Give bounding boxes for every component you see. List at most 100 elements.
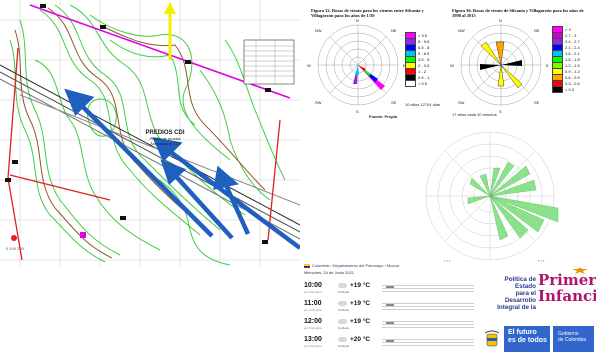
rose1-legend-label: 6.5 - 8: [418, 44, 430, 50]
map-point-marker: [80, 232, 86, 238]
gobierno-banner: Gobierno de Colombia: [552, 326, 594, 352]
rose2-legend-item: < 0.3: [552, 85, 580, 93]
rose2-caption: 17 años cada 30 minutos: [452, 112, 497, 117]
weather-desc: Nublado: [338, 344, 350, 348]
primera-text: Primera: [538, 271, 596, 289]
cloud-icon: [338, 301, 347, 306]
policy-text: Política de Estado para el Desarrollo In…: [484, 276, 536, 311]
coat-of-arms-icon: [484, 330, 500, 347]
svg-text:▪ ▪ ▪: ▪ ▪ ▪: [444, 258, 451, 263]
weather-detail-lines: [382, 319, 474, 329]
weather-row[interactable]: 10:00 por Cicloguía +19 °C Nublado: [302, 282, 478, 302]
svg-text:▪ ▪ ▪: ▪ ▪ ▪: [538, 258, 545, 263]
map-label-block: PREDIOS CDI Predio de prueba Área para e…: [130, 130, 200, 146]
rose1-legend-label: 0.5 - 1: [418, 74, 430, 80]
weather-row[interactable]: 13:00 por Cicloguía +20 °C Nublado: [302, 336, 478, 354]
rose2-compass-ne: NE: [534, 28, 540, 33]
wind-arrow-icon: [386, 340, 394, 342]
north-arrow: [164, 2, 176, 60]
rose1-compass-ne: NE: [391, 28, 397, 33]
es-de-todos-text: es de todos: [508, 337, 547, 344]
gov-bar: El futuro es de todos Gobierno de Colomb…: [478, 324, 596, 354]
rose2-compass-w: W: [450, 63, 454, 68]
rose2-legend-label: 0.9 - 1.2: [565, 68, 580, 74]
map-label-line: Área para el CDI: [150, 141, 180, 146]
wind-arrow-icon: [386, 304, 394, 306]
de-colombia-text: de Colombia: [558, 337, 587, 343]
map-grid: [0, 0, 300, 268]
gobierno-text: Gobierno: [558, 331, 579, 337]
rose2-chart: [460, 24, 542, 106]
rose1-compass-n: N: [356, 18, 359, 23]
rose2-legend-label: 2.7 - 3: [565, 32, 577, 38]
rose1-caption: 10 años 12704 días: [405, 102, 441, 107]
rose2-legend-label: 1.5 - 1.8: [565, 56, 580, 62]
rose2-legend-label: 1.8 - 2.1: [565, 50, 580, 56]
el-futuro-banner: El futuro es de todos: [504, 326, 550, 352]
map-point-red: [11, 235, 17, 241]
weather-time-sub: por Cicloguía: [304, 308, 322, 312]
weather-desc: Nublado: [338, 326, 350, 330]
rose1-compass-w: W: [307, 63, 311, 68]
rose2-compass-se: SE: [534, 100, 540, 105]
brown-contours: [14, 7, 266, 259]
rose2-compass-nw: NW: [458, 28, 465, 33]
infancia-text: Infancia: [538, 287, 596, 305]
wind-rose-panel-1: Figura 32. Rosas de viento para los vien…: [305, 8, 445, 120]
brand-panel: Política de Estado para el Desarrollo In…: [478, 268, 596, 354]
weather-forecast: Colombia › Departamento del Putumayo › M…: [302, 262, 478, 354]
weather-date: Miércoles, 24 de Junio 2021: [304, 270, 355, 275]
rose1-legend-label: > 9.5: [418, 32, 428, 38]
weather-time: 11:00: [304, 300, 322, 307]
wind-arrow-icon: [386, 322, 394, 324]
star-icon: [572, 268, 588, 274]
rose1-legend-label: 5 - 6.5: [418, 50, 430, 56]
el-futuro-text: El futuro: [508, 329, 537, 336]
weather-temp: +19 °C: [350, 300, 371, 307]
rose1-legend-swatch: [405, 79, 416, 87]
weather-breadcrumb[interactable]: Colombia › Departamento del Putumayo › M…: [312, 263, 399, 268]
rose1-compass-s: S: [356, 109, 359, 114]
green-rose-chart: ▪ ▪ ▪ ▪ ▪ ▪: [425, 131, 559, 263]
weather-time: 13:00: [304, 336, 322, 343]
rose2-compass-sw: SW: [458, 100, 465, 105]
weather-detail-lines: [382, 283, 474, 293]
policy-line: Política de Estado: [504, 276, 537, 290]
weather-detail-lines: [382, 337, 474, 347]
rose2-compass-s: S: [499, 109, 502, 114]
weather-detail-lines: [382, 301, 474, 311]
rose1-title: Figura 32. Rosas de viento para los vien…: [311, 8, 424, 18]
rose1-legend-label: 3.5 - 5: [418, 56, 430, 62]
policy-line: para el Desarrollo: [504, 290, 536, 304]
wind-direction-arrows: [64, 88, 300, 250]
weather-temp: +20 °C: [350, 336, 371, 343]
weather-row[interactable]: 12:00 por Cicloguía +19 °C Nublado: [302, 318, 478, 338]
weather-row[interactable]: 11:00 por Cicloguía +19 °C Nublado: [302, 300, 478, 320]
rose2-compass-e: E: [546, 63, 549, 68]
rose1-footer: Fuente: Propia: [369, 114, 398, 119]
boundary-markers: [5, 4, 271, 244]
weather-temp: +19 °C: [350, 318, 371, 325]
rose1-chart: [317, 24, 399, 106]
weather-time-sub: por Cicloguía: [304, 290, 322, 294]
weather-time: 10:00: [304, 282, 322, 289]
rose2-legend-label: 2.4 - 2.7: [565, 38, 580, 44]
rose2-legend-label: 2.1 - 2.4: [565, 44, 580, 50]
weather-time-sub: por Cicloguía: [304, 344, 322, 348]
wind-arrow-icon: [386, 286, 394, 288]
site-map: PREDIOS CDI Predio de prueba Área para e…: [0, 0, 300, 268]
map-label-title: PREDIOS CDI: [145, 130, 185, 136]
weather-time-sub: por Cicloguía: [304, 326, 322, 330]
rose2-legend: > 3 2.7 - 3 2.4 - 2.7 2.1 - 2.4 1.8 - 2.1 1.5…: [552, 25, 580, 93]
cloud-icon: [338, 283, 347, 288]
rose1-legend-label: 1 - 2: [418, 68, 427, 74]
green-wind-rose: ▪ ▪ ▪ ▪ ▪ ▪: [408, 128, 572, 268]
rose1-legend-label: 2 - 3.5: [418, 62, 430, 68]
cloud-icon: [338, 319, 347, 324]
weather-temp: +19 °C: [350, 282, 371, 289]
rose2-legend-label: < 0.3: [565, 86, 575, 92]
rose1-compass-se: SE: [391, 100, 397, 105]
rose1-legend-item: < 0.5: [405, 79, 429, 87]
rose2-legend-label: 1.2 - 1.5: [565, 62, 580, 68]
rose1-legend-label: < 0.5: [418, 80, 428, 86]
